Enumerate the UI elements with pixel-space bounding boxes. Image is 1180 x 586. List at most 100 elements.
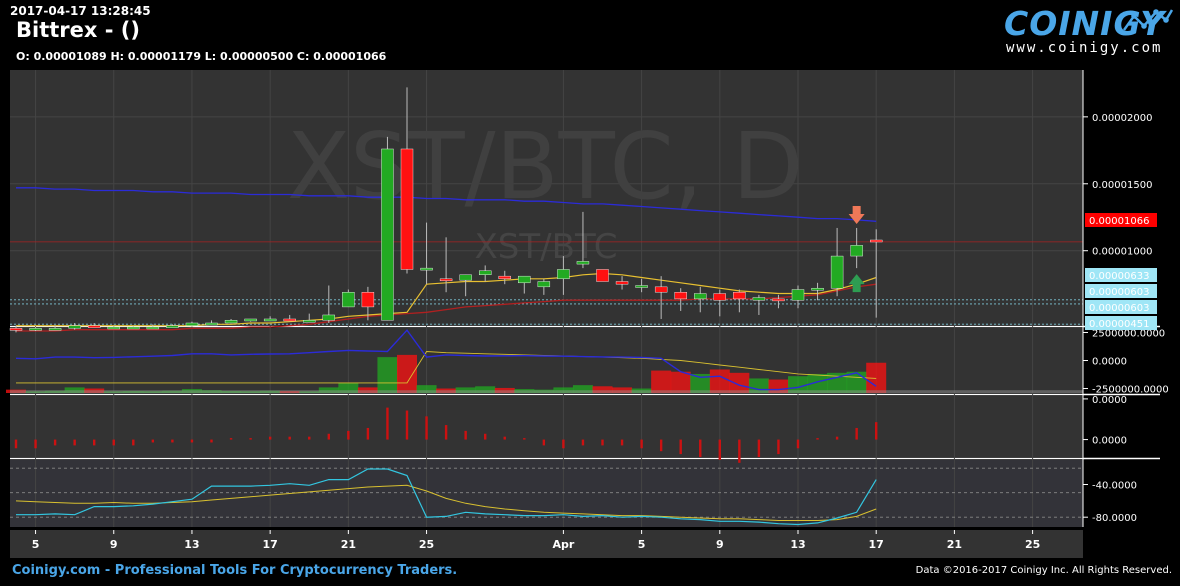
candle-body[interactable] (400, 148, 414, 270)
candle-body[interactable] (479, 270, 492, 276)
volume-bar (181, 389, 202, 393)
histogram-bar (347, 430, 350, 440)
histogram-bar (308, 436, 311, 440)
price-tick-label: 0.00001000 (1092, 247, 1152, 258)
price-marker-label: 0.00000451 (1089, 319, 1149, 330)
candle-body[interactable] (654, 286, 668, 293)
price-marker-badge: 0.00001066 (1085, 213, 1157, 227)
candle-body[interactable] (596, 269, 609, 282)
volume-bar (201, 390, 222, 393)
candle-body[interactable] (381, 148, 394, 321)
candle-body[interactable] (870, 239, 883, 243)
histogram-bar (581, 439, 585, 446)
histogram-bar (171, 439, 174, 443)
volume-bar (631, 388, 652, 393)
candle-body[interactable] (635, 285, 648, 288)
x-tick-label: 5 (32, 538, 40, 551)
candle-body[interactable] (303, 320, 316, 323)
candle-body[interactable] (830, 255, 844, 289)
watermark-symbol-small: XST/BTC (475, 227, 618, 267)
histogram-bar (386, 407, 389, 440)
volume-bar (612, 387, 633, 393)
candle-body[interactable] (420, 267, 433, 271)
volume-oscillator-line (15, 329, 877, 391)
coinigy-logo[interactable]: COINIGY www.coinigy.com (1004, 4, 1176, 58)
candle-body[interactable] (166, 325, 179, 328)
candle-body[interactable] (752, 297, 766, 301)
candle-body[interactable] (518, 275, 531, 284)
price-marker-label: 0.00000603 (1089, 287, 1149, 298)
volume-bar (299, 391, 320, 393)
volume-tick-label: 2500000.0000 (1092, 328, 1165, 339)
candle-body[interactable] (263, 318, 277, 322)
volume-baseline-band (10, 390, 1083, 393)
candle-body[interactable] (48, 328, 62, 331)
volume-bar (416, 385, 437, 393)
histogram-bar (73, 439, 76, 446)
volume-bar (25, 391, 46, 393)
candle-body[interactable] (29, 328, 42, 331)
candle-body[interactable] (322, 314, 335, 321)
volume-panel[interactable] (10, 328, 1083, 393)
candle-body[interactable] (146, 326, 160, 330)
volume-bar (377, 357, 398, 393)
histogram-bar (620, 439, 624, 446)
volume-bar (103, 391, 124, 393)
candle-body[interactable] (791, 289, 805, 301)
oscillator-line (16, 468, 877, 526)
candle-body[interactable] (87, 325, 101, 328)
candle-body[interactable] (361, 292, 375, 308)
candle-body[interactable] (772, 298, 785, 302)
volume-tick-label: -2500000.0000 (1092, 385, 1169, 396)
logo-wordmark: COINIGY (1004, 4, 1166, 43)
volume-bar (592, 386, 613, 393)
candle-body[interactable] (674, 292, 687, 300)
volume-bar (651, 370, 672, 393)
candle-body[interactable] (68, 325, 81, 329)
histogram-bar (562, 439, 565, 449)
volume-bar (240, 391, 261, 393)
candle-body[interactable] (283, 318, 296, 322)
candle-body[interactable] (537, 281, 551, 288)
volume-bar (670, 371, 691, 393)
candle-body[interactable] (107, 326, 120, 330)
histogram-bar (816, 438, 819, 440)
candle-body[interactable] (733, 292, 746, 300)
candle-body[interactable] (224, 320, 238, 324)
watermark-symbol: XST/BTC, D (287, 113, 803, 220)
candle-body[interactable] (811, 287, 824, 291)
chart-area[interactable]: XST/BTC, D XST/BTC 0.00002000 0.00001500 0.… (0, 64, 1180, 560)
candle-body[interactable] (439, 278, 453, 282)
candle-body[interactable] (205, 322, 218, 326)
histogram-panel[interactable] (10, 396, 1083, 457)
histogram-bar (542, 439, 546, 446)
candle-body[interactable] (127, 326, 140, 330)
volume-bar (64, 387, 85, 393)
histogram-tick-label: 0.0000 (1092, 436, 1127, 447)
candle-body[interactable] (694, 293, 707, 300)
price-marker-bg (1085, 213, 1157, 227)
histogram-bar (640, 439, 643, 449)
histogram-bar (444, 425, 448, 440)
histogram-bar (718, 439, 721, 460)
volume-tick-label: 0.0000 (1092, 357, 1127, 368)
histogram-bar (503, 436, 506, 440)
candle-body[interactable] (576, 261, 590, 265)
price-tick-label: 0.00002000 (1092, 113, 1152, 124)
candle-body[interactable] (615, 281, 629, 285)
candle-body[interactable] (342, 292, 355, 308)
candle-body[interactable] (557, 269, 570, 280)
candle-body[interactable] (244, 318, 257, 322)
footer-tagline[interactable]: Coinigy.com - Professional Tools For Cry… (12, 563, 458, 578)
volume-bar (123, 390, 144, 393)
x-tick-label: 13 (790, 538, 805, 551)
candle-body[interactable] (713, 293, 726, 301)
candle-body[interactable] (498, 275, 511, 280)
histogram-bar (268, 436, 272, 440)
candle-body[interactable] (459, 274, 472, 281)
histogram-bar (53, 439, 57, 446)
candle-body[interactable] (185, 322, 199, 326)
candle-body[interactable] (850, 245, 863, 257)
histogram-bar (777, 439, 780, 455)
candle-body[interactable] (9, 328, 23, 331)
